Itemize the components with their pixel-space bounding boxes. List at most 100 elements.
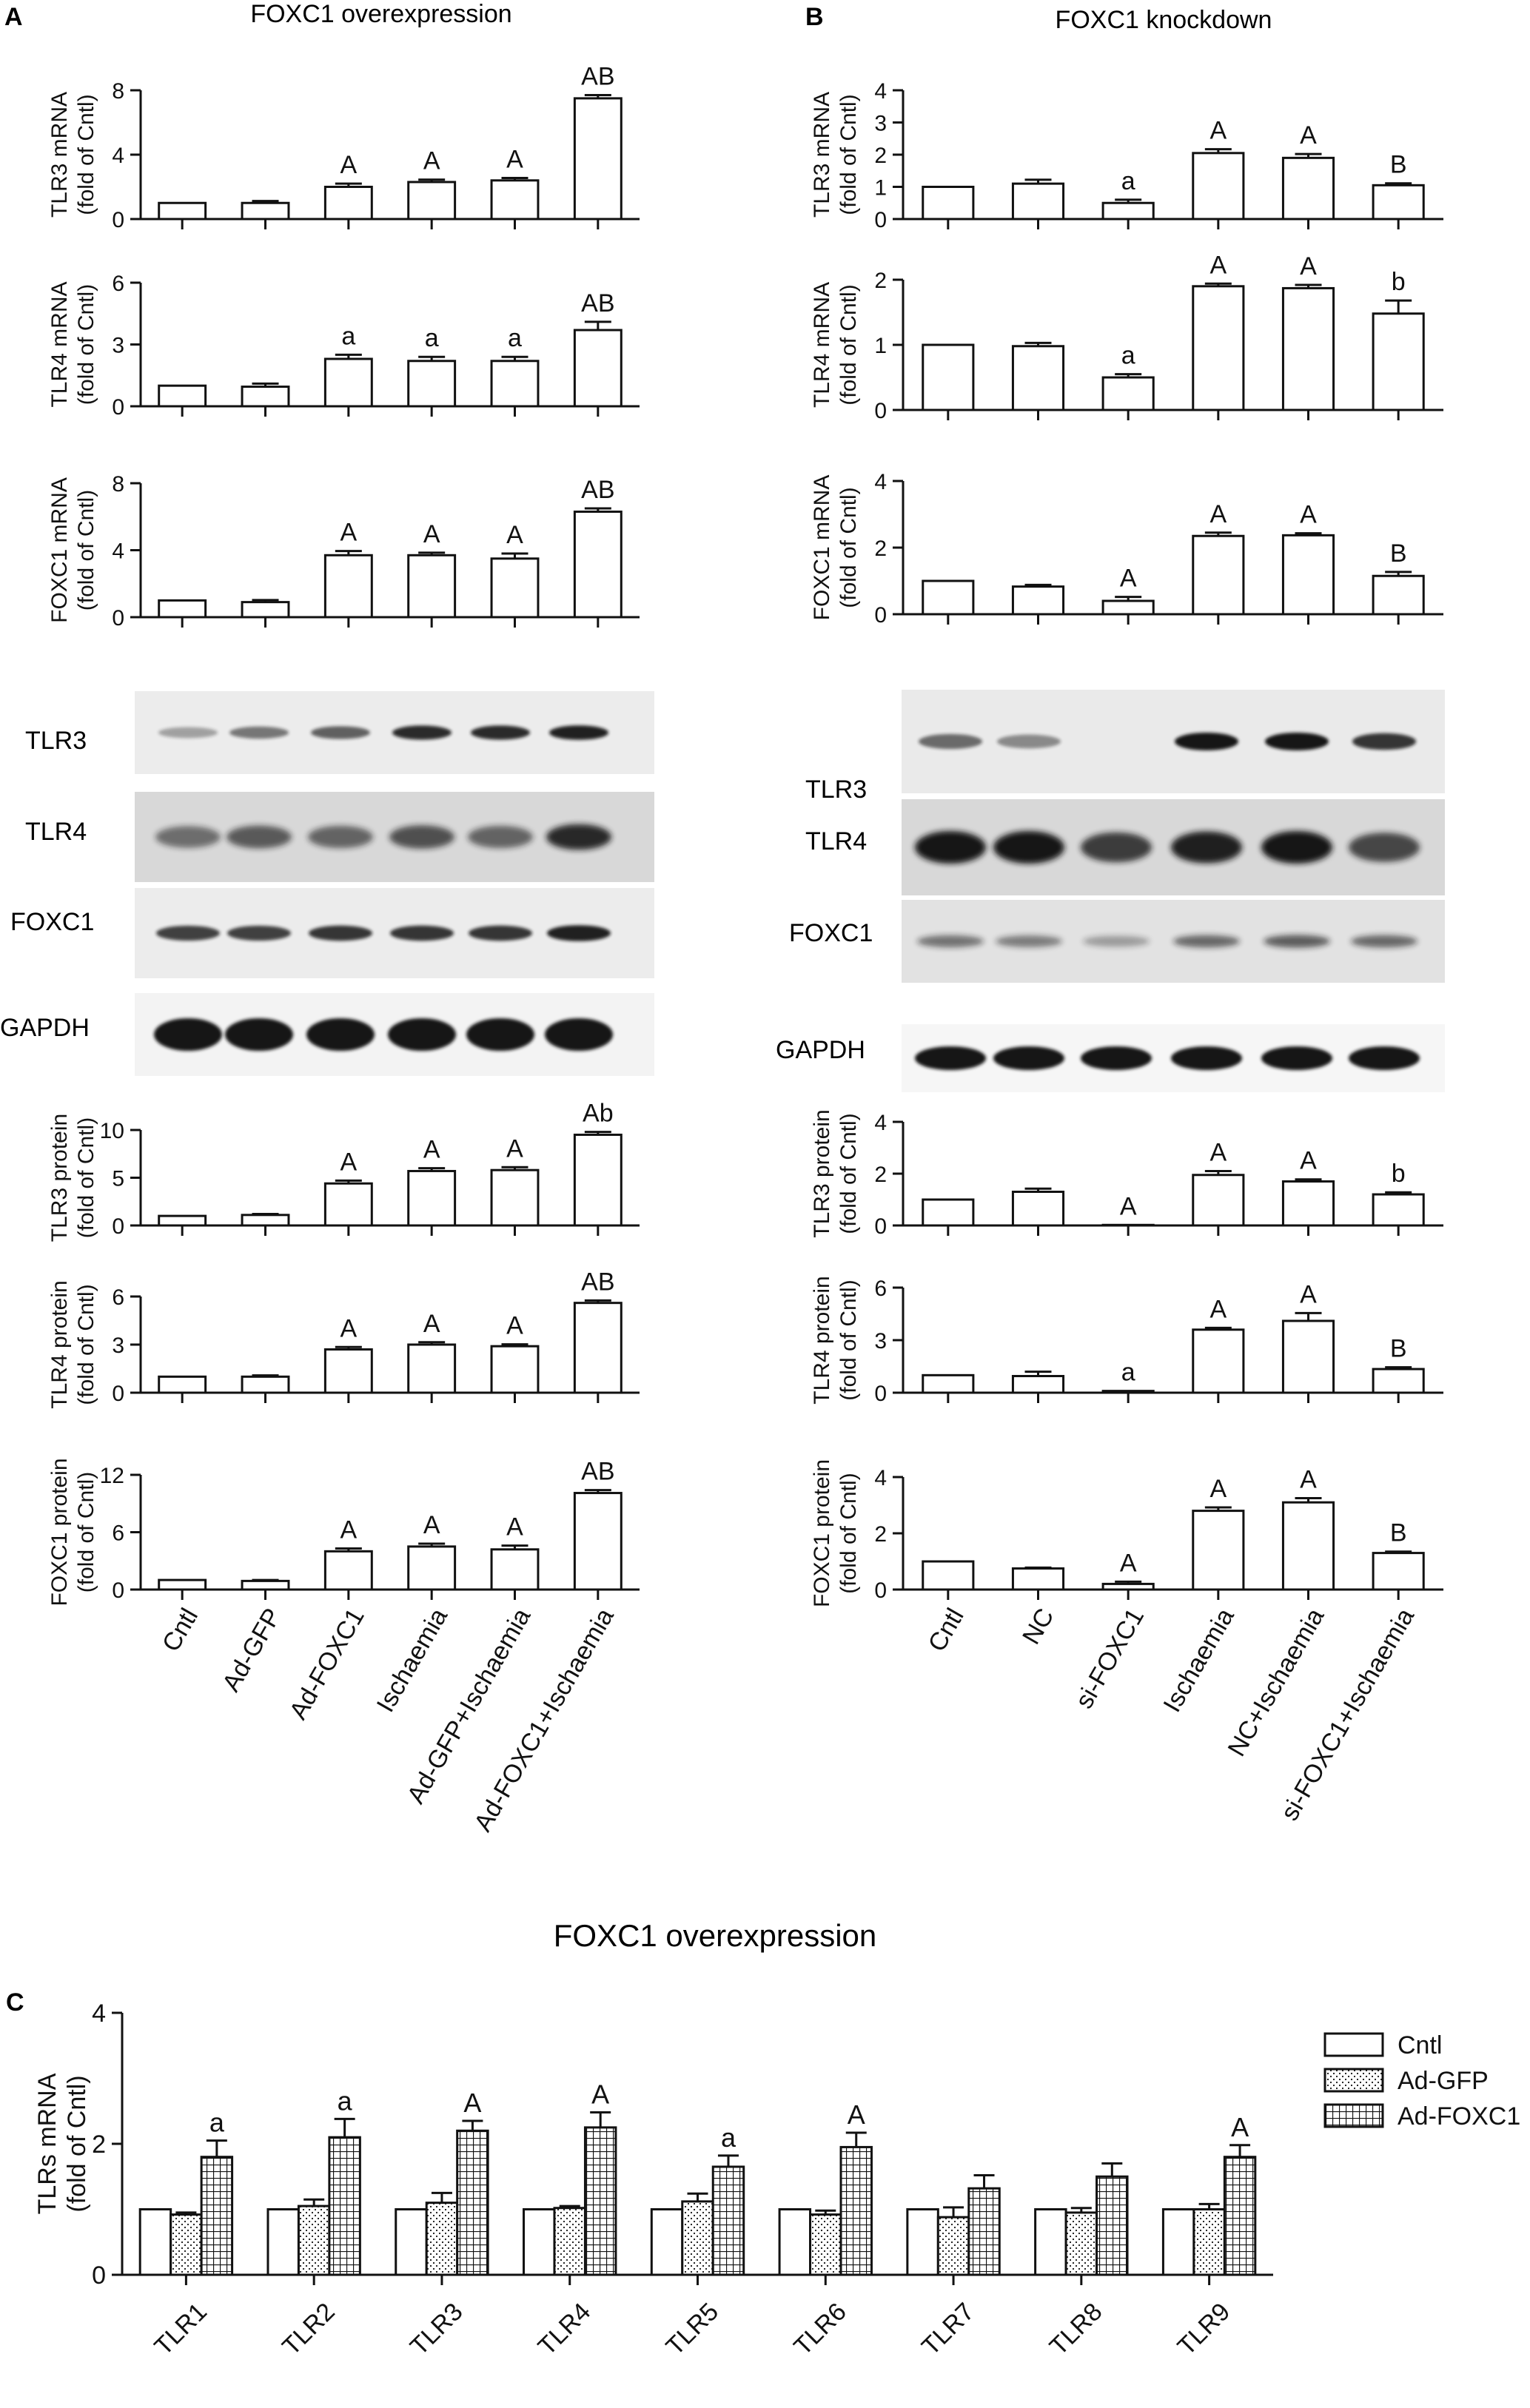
significance-label: A — [1209, 117, 1227, 145]
y-tick-label: 8 — [112, 79, 124, 104]
significance-label: A — [1300, 1147, 1317, 1175]
group-label: Cntl — [157, 1604, 204, 1656]
significance-label: A — [506, 1513, 523, 1541]
bar — [1192, 1174, 1245, 1227]
significance-label: a — [508, 324, 522, 352]
blot-band — [1171, 831, 1242, 864]
blot-band — [915, 831, 986, 864]
bar — [573, 510, 623, 619]
bar — [323, 186, 373, 221]
y-axis-label: TLR4 protein (fold of Cntl) — [47, 1280, 98, 1408]
western-blot-panel-b: TLR3 TLR4 FOXC1 GAPDH — [776, 690, 1445, 1092]
bar — [1101, 1582, 1155, 1591]
y-tick-label: 0 — [112, 208, 124, 232]
y-tick-label: 4 — [874, 470, 887, 494]
bar-cntl — [1161, 2208, 1195, 2276]
blot-foxc1-a — [135, 888, 654, 978]
group-label-text: Ad-FOXC1 — [284, 1604, 370, 1724]
bar — [1372, 312, 1425, 411]
y-tick-label: 0 — [112, 1578, 124, 1603]
significance-label: a — [341, 322, 355, 350]
significance-label: B — [1390, 539, 1407, 568]
y-axis-label-line1: TLR4 mRNA — [47, 281, 72, 407]
x-category-label: TLR4 — [533, 2298, 597, 2361]
bar — [1011, 585, 1065, 616]
blot-band — [388, 1018, 456, 1051]
y-tick-label: 3 — [112, 1334, 124, 1358]
y-tick-label: 0 — [874, 399, 887, 423]
group-label: Ischaemia — [1158, 1604, 1239, 1717]
group-label-text: Ischaemia — [372, 1604, 453, 1717]
y-axis-label-line1: TLR3 mRNA — [810, 92, 834, 218]
bar — [1192, 1510, 1245, 1591]
bar — [490, 1345, 540, 1394]
bar — [241, 601, 290, 619]
blot-tlr3-b — [902, 690, 1445, 793]
chart-a-tlr4-mrna: 0 3 6 TLR4 mRNA (fold of Cntl) a a a AB — [47, 272, 640, 420]
bar — [573, 1492, 623, 1591]
bar-cntl — [650, 2208, 684, 2276]
blot-band — [1349, 833, 1420, 862]
y-tick-label: 0 — [874, 208, 887, 232]
group-label: NC+Ischaemia — [1223, 1604, 1330, 1761]
y-tick-label: 4 — [874, 1111, 887, 1135]
legend-label-ad-gfp: Ad-GFP — [1398, 2067, 1489, 2095]
bar — [922, 1560, 975, 1591]
y-axis-label-line2: (fold of Cntl) — [74, 1284, 98, 1405]
group-label: Cntl — [923, 1604, 970, 1656]
blot-band — [1175, 733, 1238, 750]
blot-label-gapdh: GAPDH — [0, 1014, 90, 1042]
x-category-label: TLR1 — [149, 2298, 212, 2361]
y-axis-label-line2: (fold of Cntl) — [74, 284, 98, 405]
x-category-text: TLR9 — [1172, 2298, 1236, 2361]
bar — [573, 97, 623, 221]
bar — [407, 1169, 457, 1227]
x-category-text: TLR1 — [149, 2298, 212, 2361]
group-label: Ischaemia — [372, 1604, 453, 1717]
significance-label: b — [1392, 268, 1406, 296]
y-axis-label: FOXC1 protein (fold of Cntl) — [810, 1459, 861, 1607]
blot-label-foxc1: FOXC1 — [10, 908, 94, 936]
x-category-text: TLR6 — [788, 2298, 852, 2361]
blot-tlr4-a — [135, 792, 654, 882]
y-tick-label: 6 — [112, 1521, 124, 1545]
bar — [241, 201, 290, 221]
bar — [407, 360, 457, 408]
blot-band — [1261, 831, 1332, 864]
significance-label: A — [463, 2088, 481, 2118]
bar — [1372, 1552, 1425, 1591]
bar-ad-gfp — [1064, 2211, 1098, 2276]
significance-label: Ab — [583, 1100, 614, 1128]
blot-band — [306, 1018, 375, 1051]
significance-label: A — [506, 146, 523, 174]
y-axis-label-line1: TLR4 protein — [810, 1276, 834, 1404]
y-axis-label-line2: (fold of Cntl) — [836, 1279, 861, 1400]
significance-label: A — [1209, 500, 1227, 528]
blot-band — [919, 733, 982, 750]
significance-label: B — [1390, 1335, 1407, 1363]
y-axis-label-line1: TLR3 protein — [47, 1114, 72, 1242]
bar-cntl — [138, 2208, 172, 2276]
bar — [1192, 1328, 1245, 1394]
y-axis-label-line2: (fold of Cntl) — [74, 1117, 98, 1238]
y-axis-label-line2: (fold of Cntl) — [836, 94, 861, 215]
y-tick-label: 3 — [874, 1329, 887, 1353]
blot-band — [390, 925, 454, 941]
bar — [1372, 574, 1425, 616]
y-axis-label: TLR3 mRNA (fold of Cntl) — [810, 92, 861, 218]
y-axis-label-line2: (fold of Cntl) — [836, 1473, 861, 1593]
y-tick-label: 0 — [874, 1382, 887, 1406]
panel-label-a: A — [4, 3, 23, 31]
bar-ad-foxc1 — [583, 2126, 617, 2276]
panel-title-b: FOXC1 knockdown — [1056, 6, 1272, 34]
blot-band — [227, 925, 291, 941]
bar-ad-foxc1 — [200, 2156, 234, 2276]
y-axis-label-line2: (fold of Cntl) — [74, 490, 98, 611]
y-axis-label-line1: FOXC1 protein — [47, 1458, 72, 1606]
blot-band — [1264, 935, 1330, 948]
y-axis-label-line1: TLRs mRNA — [33, 2073, 61, 2214]
bar — [1011, 1375, 1065, 1394]
y-tick-label: 3 — [112, 333, 124, 357]
